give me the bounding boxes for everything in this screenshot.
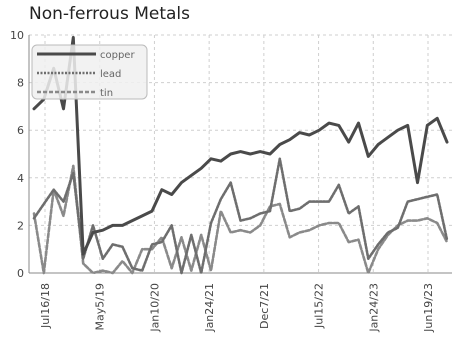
chart-title: Non-ferrous Metals [29, 4, 191, 24]
x-tick-label: Jan10/20 [148, 283, 161, 333]
series-line-lead [32, 157, 449, 275]
series-line-copper [32, 35, 449, 256]
legend-label-tin: tin [100, 88, 113, 99]
y-tick-label: 0 [17, 267, 24, 280]
y-tick-label: 4 [17, 172, 24, 185]
x-tick-label: Jan24/23 [367, 283, 380, 333]
x-tick-label: Jun19/23 [422, 283, 435, 333]
x-tick-label: Jul15/22 [313, 283, 326, 329]
x-tick-label: May5/19 [94, 283, 107, 330]
y-tick-label: 2 [17, 219, 24, 232]
axes: 0 2 4 6 8 10 Jul16/18 May5/19 Jan10/20 Jan24/21 De… [10, 29, 452, 333]
x-tick-label: Jul16/18 [39, 283, 52, 329]
x-tick-label: Dec7/21 [258, 283, 271, 329]
series-lines [32, 35, 449, 275]
y-tick-label: 10 [10, 29, 24, 42]
legend-label-copper: copper [100, 50, 135, 61]
legend: copper lead tin [31, 44, 148, 100]
series-line-tin [32, 164, 449, 275]
legend-label-lead: lead [100, 69, 121, 80]
y-tick-label: 8 [17, 77, 24, 90]
x-tick-label: Jan24/21 [203, 283, 216, 333]
y-tick-label: 6 [17, 124, 24, 137]
